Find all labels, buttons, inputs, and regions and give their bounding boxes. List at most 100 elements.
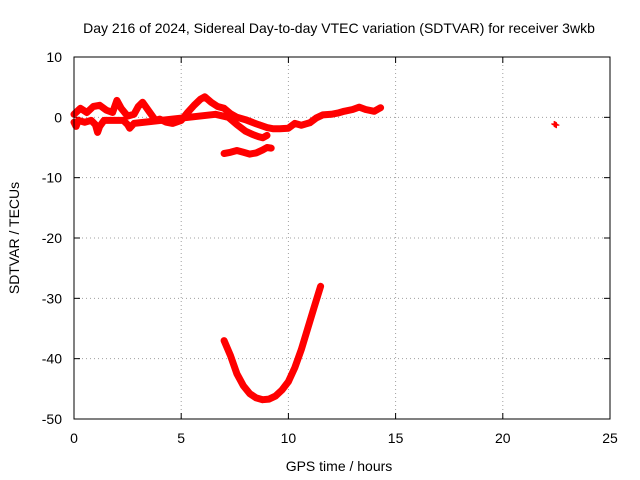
data-point (158, 117, 165, 124)
data-point (339, 108, 345, 115)
data-point (251, 150, 258, 157)
data-point (311, 304, 318, 311)
data-point (236, 374, 243, 381)
data-point (195, 98, 202, 105)
data-point (308, 311, 315, 318)
chart-title: Day 216 of 2024, Sidereal Day-to-day VTE… (83, 20, 595, 36)
x-tick-label: 10 (281, 430, 297, 446)
x-tick-label: 20 (495, 430, 511, 446)
data-point (315, 290, 322, 297)
data-point (96, 125, 103, 132)
data-point (221, 337, 228, 344)
data-point (291, 364, 298, 371)
data-point (225, 347, 232, 354)
data-point (212, 111, 219, 118)
data-point (325, 111, 332, 118)
data-point (143, 105, 150, 112)
data-point (200, 94, 207, 101)
data-points (70, 93, 560, 404)
data-point (91, 120, 98, 127)
y-tick-label: -20 (42, 230, 62, 246)
data-point (93, 124, 100, 131)
data-point (111, 105, 118, 112)
data-point (287, 373, 294, 380)
data-point (282, 125, 289, 132)
data-point (133, 106, 140, 113)
data-point (266, 144, 273, 151)
series-line (70, 93, 385, 133)
data-point (233, 370, 240, 377)
y-tick-label: -40 (42, 351, 62, 367)
data-point (231, 113, 238, 120)
data-point (253, 120, 260, 127)
data-point (107, 117, 114, 124)
data-point (244, 388, 251, 395)
data-point (313, 297, 320, 304)
data-point (346, 107, 353, 114)
data-point (229, 358, 236, 365)
data-point (311, 116, 318, 123)
grid-lines (74, 57, 610, 419)
data-point (253, 132, 260, 139)
y-tick-label: -30 (42, 290, 62, 306)
data-point (238, 378, 245, 385)
x-axis-label: GPS time / hours (286, 458, 393, 474)
data-point (225, 149, 232, 156)
data-point (231, 119, 238, 126)
data-point (218, 104, 225, 111)
data-point (302, 332, 309, 339)
y-tick-label: 10 (46, 49, 62, 65)
data-point (99, 119, 106, 126)
data-point (113, 117, 120, 124)
data-point (129, 121, 136, 128)
data-point (128, 111, 135, 118)
data-point (146, 108, 153, 115)
data-point (188, 104, 195, 111)
data-point (86, 117, 93, 124)
data-point (258, 122, 265, 129)
x-tick-label: 15 (388, 430, 404, 446)
plot-frame (73, 56, 611, 420)
data-point (317, 112, 324, 119)
data-point (296, 352, 303, 359)
data-point (276, 389, 283, 396)
data-point (148, 111, 155, 118)
data-point (246, 118, 253, 125)
data-point (304, 325, 311, 332)
data-point (246, 130, 253, 137)
data-point (289, 369, 296, 376)
data-point (298, 346, 305, 353)
data-point (263, 396, 270, 403)
data-point (261, 123, 268, 130)
data-point (239, 125, 246, 132)
data-point (75, 107, 82, 114)
data-point (185, 114, 192, 121)
data-point (365, 107, 372, 114)
data-point (125, 122, 132, 129)
data-point (289, 121, 296, 128)
data-point (227, 352, 234, 359)
x-tick-label: 25 (602, 430, 618, 446)
data-point (238, 148, 245, 155)
data-point (81, 108, 88, 115)
data-point (360, 105, 367, 112)
data-point (206, 97, 213, 104)
data-point (221, 113, 228, 120)
data-point (375, 105, 382, 112)
data-point (223, 342, 230, 349)
data-point (301, 121, 308, 128)
data-point (317, 283, 324, 290)
data-point (107, 108, 114, 115)
y-axis-label: SDTVAR / TECUs (6, 182, 22, 294)
data-point (303, 120, 310, 127)
tick-labels: 0 5 10 15 20 25 -50 -40 -30 -20 -10 0 10 (42, 49, 618, 446)
data-point (306, 318, 313, 325)
data-point (236, 115, 243, 122)
data-point (138, 100, 145, 107)
data-point (88, 105, 95, 112)
data-point (212, 102, 219, 109)
y-tick-label: -10 (42, 170, 62, 186)
data-point (300, 339, 307, 346)
data-point (293, 358, 300, 365)
data-point (251, 393, 258, 400)
